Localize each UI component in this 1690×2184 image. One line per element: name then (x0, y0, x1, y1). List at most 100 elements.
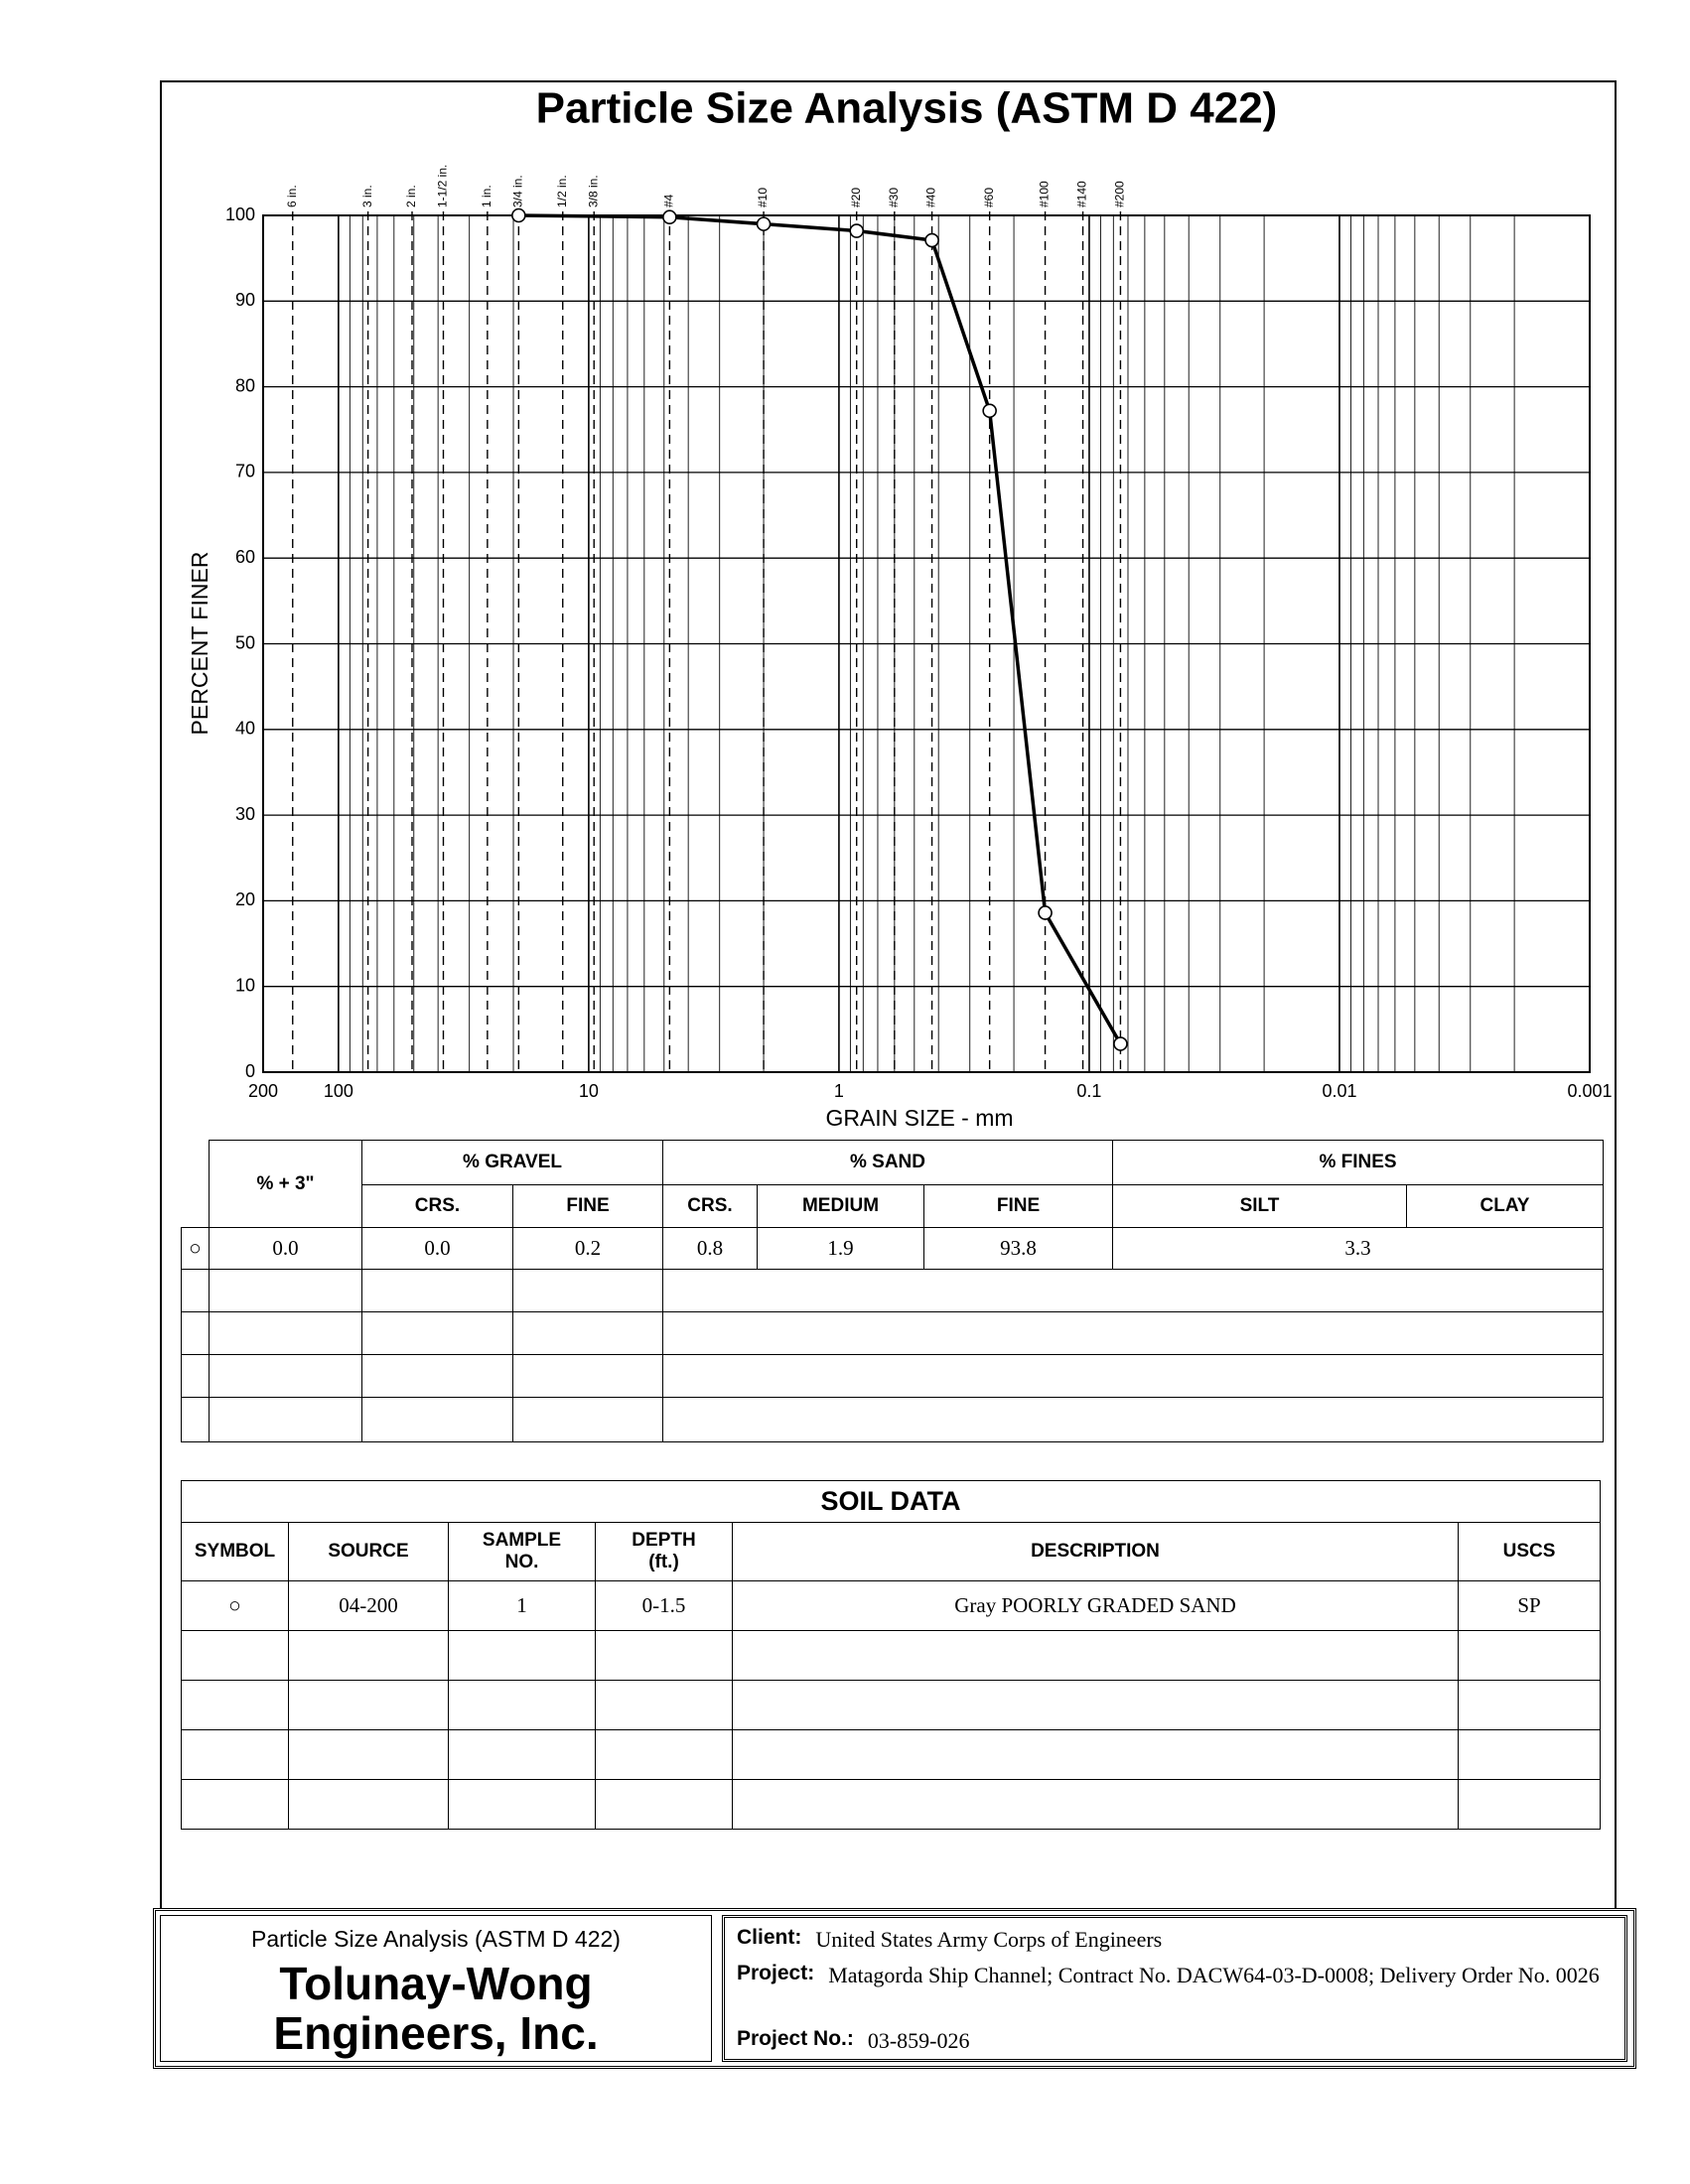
table-header: SAMPLE NO. (448, 1522, 596, 1581)
sieve-label: #4 (662, 194, 676, 207)
x-tick-label: 1 (834, 1081, 844, 1101)
table-header: SOIL DATA (180, 1480, 1602, 1523)
table-header: SYMBOL (181, 1522, 289, 1581)
table-header: MEDIUM (757, 1184, 924, 1228)
sieve-label: #40 (924, 188, 938, 207)
table-cell (181, 1630, 289, 1681)
project-label: Project: (737, 1962, 815, 1984)
table-cell (181, 1311, 210, 1355)
sieve-label: #20 (849, 188, 863, 207)
table-cell: ○ (181, 1580, 289, 1631)
table-header: % FINES (1112, 1140, 1604, 1185)
table-cell: 0.2 (512, 1227, 663, 1270)
chart: Particle Size Analysis (ASTM D 422) GRAI… (187, 84, 1612, 1131)
table-cell: 1.9 (757, 1227, 924, 1270)
sieve-label: 3 in. (360, 185, 374, 207)
sieve-label: 1/2 in. (555, 175, 569, 207)
table-cell (732, 1779, 1459, 1830)
table-cell: 04-200 (288, 1580, 449, 1631)
sieve-label: #60 (982, 188, 996, 207)
sieve-label: #140 (1075, 181, 1089, 207)
table-cell (288, 1729, 449, 1780)
sieve-label: #30 (887, 188, 901, 207)
table-cell (448, 1779, 596, 1830)
table-cell (288, 1630, 449, 1681)
table-cell (209, 1354, 362, 1398)
y-tick-label: 100 (225, 205, 255, 224)
table-cell (288, 1680, 449, 1730)
table-cell (209, 1311, 362, 1355)
table-cell (595, 1630, 733, 1681)
sieve-label: 1-1/2 in. (436, 165, 450, 207)
table-header: DESCRIPTION (732, 1522, 1459, 1581)
table-header: CRS. (361, 1184, 513, 1228)
table-cell (662, 1397, 1604, 1442)
table-header: SOURCE (288, 1522, 449, 1581)
project-no-label: Project No.: (737, 2027, 854, 2050)
table-cell (209, 1269, 362, 1312)
data-point (756, 216, 772, 231)
project: Matagorda Ship Channel; Contract No. DAC… (828, 1963, 1600, 1987)
company-name: Tolunay-Wong Engineers, Inc. (273, 1958, 599, 2059)
table-cell (181, 1729, 289, 1780)
table-cell (181, 1397, 210, 1442)
x-axis-label: GRAIN SIZE - mm (825, 1105, 1013, 1131)
table-cell (512, 1269, 663, 1312)
table-cell (512, 1397, 663, 1442)
plot-frame (262, 214, 1591, 1073)
y-tick-label: 30 (235, 804, 255, 824)
table-cell (361, 1269, 513, 1312)
table-cell (662, 1354, 1604, 1398)
gradation-table: % + 3"% GRAVEL% SAND% FINES CRS. FINE CRS.… (181, 1140, 1604, 1442)
table-header: DEPTH (ft.) (595, 1522, 733, 1581)
y-tick-label: 40 (235, 719, 255, 739)
table-header: CRS. (662, 1184, 758, 1228)
table-cell (181, 1140, 210, 1228)
chart-title: Particle Size Analysis (ASTM D 422) (536, 84, 1278, 133)
footer-right: Client: United States Army Corps of Engin… (722, 1915, 1627, 2062)
table-cell (181, 1354, 210, 1398)
data-point (1038, 905, 1053, 920)
table-cell (209, 1397, 362, 1442)
table-cell (448, 1729, 596, 1780)
table-cell (181, 1779, 289, 1830)
data-point (982, 403, 997, 419)
table-cell: 1 (448, 1580, 596, 1631)
table-cell (512, 1311, 663, 1355)
table-cell (288, 1779, 449, 1830)
table-header: % SAND (662, 1140, 1113, 1185)
table-cell: 3.3 (1112, 1227, 1604, 1270)
table-cell (181, 1680, 289, 1730)
sieve-label: #10 (756, 188, 770, 207)
sieve-label: 3/8 in. (586, 175, 600, 207)
x-tick-label: 0.001 (1567, 1081, 1612, 1101)
table-header: USCS (1457, 1522, 1602, 1581)
table-cell: 0.0 (209, 1227, 362, 1270)
table-cell (361, 1397, 513, 1442)
client: United States Army Corps of Engineers (815, 1927, 1163, 1952)
table-cell: 0-1.5 (595, 1580, 733, 1631)
table-cell (448, 1630, 596, 1681)
x-tick-label: 0.01 (1322, 1081, 1356, 1101)
table-cell (1457, 1779, 1602, 1830)
table-cell: ○ (181, 1227, 210, 1270)
table-cell (732, 1630, 1459, 1681)
footer-left: Particle Size Analysis (ASTM D 422) Tolu… (160, 1915, 712, 2062)
table-header: % GRAVEL (361, 1140, 663, 1185)
table-cell: Gray POORLY GRADED SAND (732, 1580, 1459, 1631)
y-tick-label: 10 (235, 975, 255, 995)
sieve-label: 1 in. (480, 185, 493, 207)
project-no: 03-859-026 (867, 2028, 970, 2053)
table-cell (1457, 1680, 1602, 1730)
table-cell (732, 1680, 1459, 1730)
sieve-label: #200 (1113, 181, 1127, 207)
sieve-label: #100 (1038, 181, 1052, 207)
table-cell (595, 1680, 733, 1730)
table-cell (595, 1779, 733, 1830)
y-tick-label: 80 (235, 375, 255, 395)
sieve-label: 2 in. (404, 185, 418, 207)
y-axis-label: PERCENT FINER (187, 552, 212, 736)
table-cell (662, 1311, 1604, 1355)
table-header: FINE (512, 1184, 663, 1228)
table-cell (732, 1729, 1459, 1780)
